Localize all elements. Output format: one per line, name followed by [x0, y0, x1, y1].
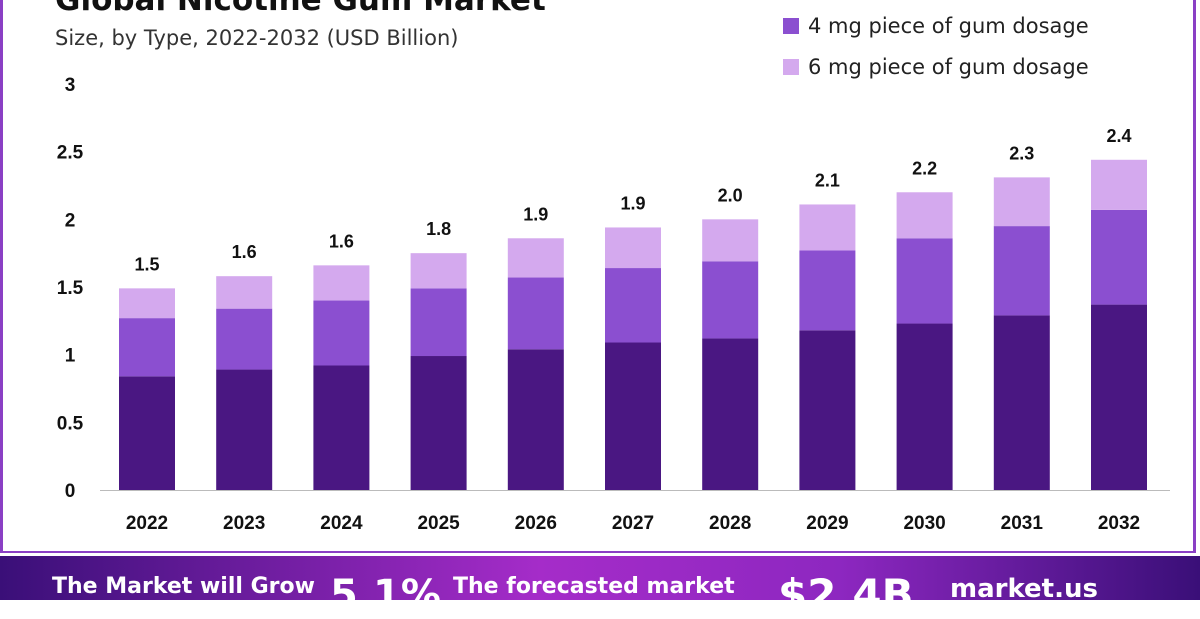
- y-tick-label: 3: [65, 75, 76, 96]
- banner-forecast-value: $2.4B: [778, 570, 914, 619]
- bar-segment-2022-1: [119, 318, 175, 377]
- x-tick-label: 2032: [1098, 513, 1140, 534]
- y-tick-label: 0.5: [57, 413, 84, 434]
- data-label: 2.2: [912, 158, 937, 178]
- bar-segment-2026-1: [507, 277, 564, 350]
- x-tick-label: 2027: [612, 513, 654, 534]
- bar-segment-2027-0: [605, 342, 661, 490]
- bar-segment-2030-1: [896, 238, 953, 324]
- bar-segment-2032-1: [1091, 209, 1147, 305]
- banner-grow-text: The Market will Grow: [52, 574, 315, 599]
- banner-cagr: 5.1%: [330, 572, 441, 618]
- footer-banner: The Market will Grow 5.1% The forecasted…: [0, 556, 1200, 619]
- x-tick-label: 2030: [903, 513, 945, 534]
- bar-segment-2029-1: [799, 250, 856, 331]
- bar-segment-2029-2: [799, 204, 856, 251]
- bar-segment-2025-0: [410, 356, 467, 490]
- bar-segment-2024-2: [313, 265, 370, 301]
- data-label: 1.6: [232, 242, 257, 262]
- legend-item-4mg: 4 mg piece of gum dosage: [783, 5, 1089, 46]
- legend-swatch: [783, 58, 799, 75]
- x-tick-label: 2026: [515, 513, 557, 534]
- legend-label: 6 mg piece of gum dosage: [808, 54, 1089, 79]
- x-tick-label: 2023: [223, 513, 265, 534]
- legend-item-6mg: 6 mg piece of gum dosage: [783, 46, 1089, 87]
- bar-segment-2024-0: [313, 365, 370, 490]
- bar-segment-2025-1: [410, 288, 467, 357]
- chart-title: Global Nicotine Gum Market: [55, 0, 546, 18]
- x-tick-label: 2031: [1001, 513, 1044, 534]
- y-tick-label: 0: [65, 481, 76, 502]
- x-tick-label: 2024: [320, 513, 363, 534]
- bar-chart: 0 0.5 1 1.5 2 2.5 3 1.5 2022 1.6 2023 1.6 2024 1.8 202…: [57, 75, 1170, 534]
- x-tick-label: 2025: [417, 513, 460, 534]
- bar-segment-2022-2: [119, 288, 175, 319]
- data-label: 1.5: [134, 254, 159, 274]
- x-tick-label: 2022: [126, 513, 168, 534]
- bar-segment-2031-0: [993, 315, 1050, 490]
- bar-segment-2027-2: [605, 227, 661, 269]
- bar-segment-2026-2: [507, 238, 564, 278]
- bar-segment-2028-1: [702, 261, 759, 339]
- bar-segment-2023-2: [216, 276, 273, 309]
- y-tick-label: 2.5: [57, 143, 84, 164]
- bar-segment-2031-2: [993, 177, 1050, 227]
- chart-frame: [0, 0, 1196, 553]
- x-tick-label: 2029: [806, 513, 848, 534]
- brand-logo: market.us: [950, 574, 1098, 604]
- data-label: 2.0: [718, 185, 743, 205]
- bar-segment-2032-0: [1091, 304, 1147, 490]
- x-tick-label: 2028: [709, 513, 751, 534]
- data-label: 1.8: [426, 219, 451, 239]
- legend: 4 mg piece of gum dosage 6 mg piece of g…: [783, 5, 1089, 87]
- bar-segment-2028-2: [702, 219, 759, 262]
- bar-segment-2023-1: [216, 308, 273, 370]
- y-tick-label: 2: [65, 210, 76, 231]
- y-tick-label: 1: [65, 346, 76, 367]
- legend-label: 4 mg piece of gum dosage: [808, 13, 1089, 38]
- bar-segment-2025-2: [410, 253, 467, 289]
- bar-segment-2031-1: [993, 226, 1050, 316]
- bar-segment-2032-2: [1091, 159, 1147, 210]
- data-label: 1.9: [620, 193, 645, 213]
- data-label: 1.9: [523, 204, 548, 224]
- y-tick-label: 1.5: [57, 278, 84, 299]
- bar-segment-2024-1: [313, 300, 370, 366]
- data-label: 2.1: [815, 170, 840, 190]
- bar-segment-2022-0: [119, 376, 175, 490]
- bar-segment-2026-0: [507, 349, 564, 490]
- bar-segment-2030-2: [896, 192, 953, 239]
- chart-subtitle: Size, by Type, 2022-2032 (USD Billion): [55, 26, 459, 50]
- banner-forecast-text: The forecasted market: [453, 574, 735, 599]
- data-label: 2.4: [1106, 126, 1131, 146]
- bar-segment-2028-0: [702, 338, 759, 490]
- legend-swatch: [783, 17, 799, 34]
- bar-segment-2027-1: [605, 268, 661, 343]
- bar-segment-2030-0: [896, 323, 953, 490]
- data-label: 2.3: [1009, 143, 1034, 163]
- data-label: 1.6: [329, 231, 354, 251]
- bar-segment-2029-0: [799, 330, 856, 490]
- bar-segment-2023-0: [216, 369, 273, 490]
